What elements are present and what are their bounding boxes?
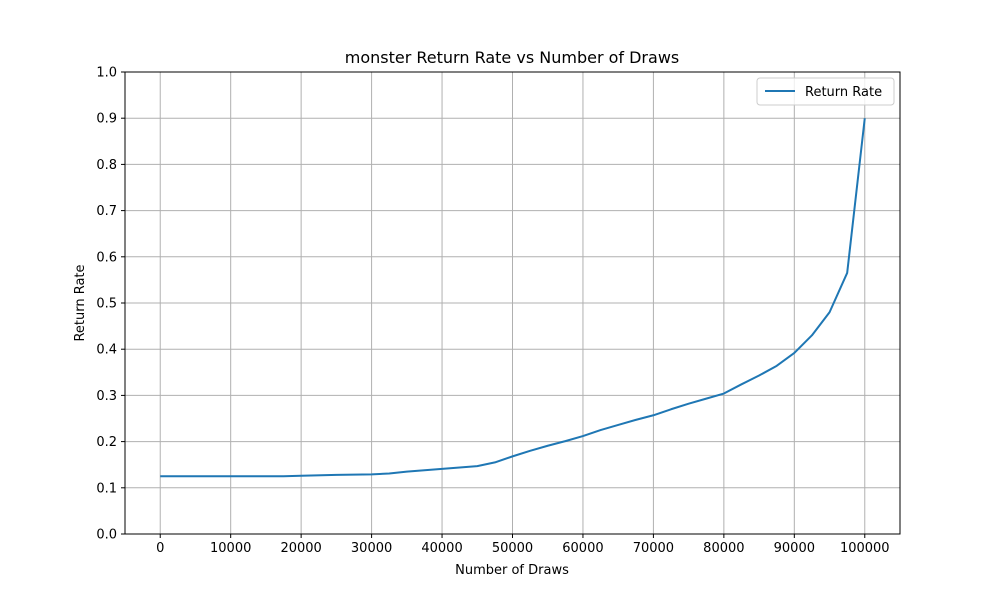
series-layer: [160, 118, 866, 478]
legend: Return Rate: [756, 77, 895, 106]
x-tick-label: 40000: [421, 541, 462, 556]
legend-label: Return Rate: [805, 85, 882, 100]
x-axis-ticks: 0 10000 20000 30000 40000 50000 60000 70000 8000…: [156, 534, 890, 556]
x-tick-label: 70000: [633, 541, 674, 556]
y-tick-label: 0.4: [96, 343, 117, 358]
y-tick-label: 0.2: [96, 435, 117, 450]
x-tick-label: 90000: [774, 541, 815, 556]
y-tick-label: 0.6: [96, 250, 117, 265]
x-tick-label: 80000: [703, 541, 744, 556]
series-line-return-rate: [160, 118, 866, 478]
y-tick-label: 0.1: [96, 481, 117, 496]
y-tick-label: 0.9: [96, 112, 117, 127]
y-tick-label: 0.3: [96, 389, 117, 404]
y-tick-label: 0.5: [96, 297, 117, 312]
y-tick-label: 0.8: [96, 158, 117, 173]
y-tick-label: 0.0: [96, 528, 117, 543]
x-tick-label: 20000: [280, 541, 321, 556]
x-tick-label: 100000: [840, 541, 890, 556]
x-axis-label: Number of Draws: [455, 563, 569, 578]
x-tick-label: 50000: [492, 541, 533, 556]
y-axis-ticks: 0.0 0.1 0.2 0.3 0.4 0.5 0.6 0.7 0.8 0.9 1.0: [96, 66, 125, 543]
legend-box: [756, 77, 895, 106]
y-tick-label: 0.7: [96, 204, 117, 219]
x-tick-label: 30000: [351, 541, 392, 556]
x-tick-label: 0: [156, 541, 164, 556]
y-tick-label: 1.0: [96, 66, 117, 81]
chart-title: monster Return Rate vs Number of Draws: [345, 48, 679, 67]
x-tick-label: 10000: [210, 541, 251, 556]
x-tick-label: 60000: [562, 541, 603, 556]
y-axis-label: Return Rate: [73, 264, 88, 341]
